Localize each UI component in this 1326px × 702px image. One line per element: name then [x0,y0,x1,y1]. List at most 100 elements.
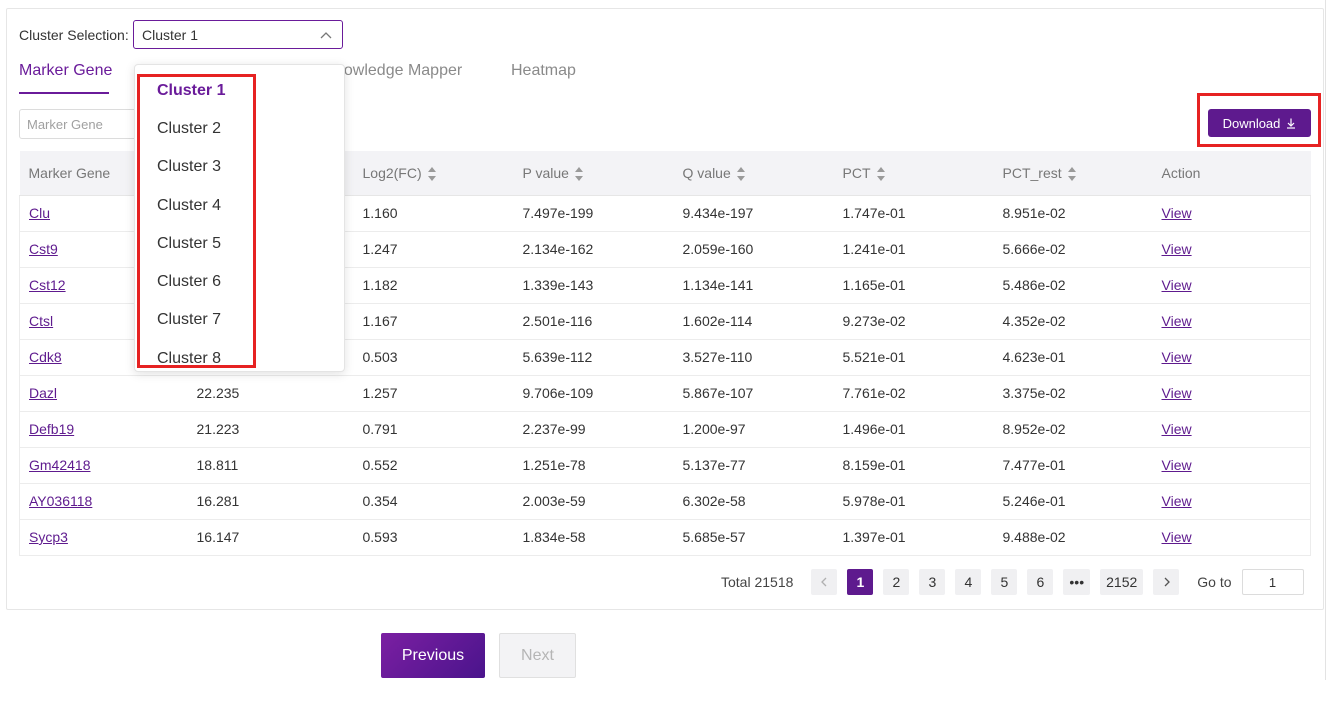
pct-cell: 7.761e-02 [833,375,994,412]
tab-marker-gene[interactable]: Marker Gene [19,62,113,79]
gene-link[interactable]: Clu [29,205,51,221]
pct-cell: 5.978e-01 [833,483,994,520]
pct-cell: 1.747e-01 [833,195,994,232]
q-value-cell: 1.134e-141 [673,267,834,304]
cluster-option-7[interactable]: Cluster 7 [157,311,222,328]
pct-cell: 1.397e-01 [833,519,994,556]
view-link[interactable]: View [1161,205,1192,221]
col-pct[interactable]: PCT [833,151,994,196]
next-page-button[interactable] [1153,569,1180,595]
gene-link[interactable]: Gm42418 [29,457,91,473]
p-value-cell: 1.251e-78 [513,447,674,484]
sort-icon[interactable] [574,166,584,181]
q-value-cell: 1.602e-114 [673,303,834,340]
cluster-selection-label: Cluster Selection: [19,27,129,43]
table-row: Clu 1.160 7.497e-199 9.434e-197 1.747e-0… [19,195,1311,232]
sort-icon[interactable] [427,166,437,181]
col-p-value[interactable]: P value [513,151,674,196]
view-link[interactable]: View [1161,529,1192,545]
log2fc-cell: 1.167 [353,303,514,340]
pct-cell: 5.521e-01 [833,339,994,376]
view-link[interactable]: View [1161,313,1192,329]
log2fc-cell: 1.247 [353,231,514,268]
q-value-cell: 5.137e-77 [673,447,834,484]
cluster-option-5[interactable]: Cluster 5 [157,235,222,252]
tab-heatmap[interactable]: Heatmap [511,62,576,79]
page-button-3[interactable]: 3 [919,569,946,595]
cluster-option-4[interactable]: Cluster 4 [157,197,222,214]
q-value-cell: 5.867e-107 [673,375,834,412]
gene-link[interactable]: Cdk8 [29,349,62,365]
gene-link[interactable]: Defb19 [29,421,75,437]
pct-cell: 1.496e-01 [833,411,994,448]
page-button-1[interactable]: 1 [847,569,874,595]
p-value-cell: 1.339e-143 [513,267,674,304]
table-row: Defb19 21.223 0.791 2.237e-99 1.200e-97 … [19,411,1311,448]
pct-cell: 8.159e-01 [833,447,994,484]
view-link[interactable]: View [1161,277,1192,293]
view-link[interactable]: View [1161,493,1192,509]
log2fc-cell: 0.503 [353,339,514,376]
view-link[interactable]: View [1161,349,1192,365]
goto-control: Go to [1197,569,1304,595]
p-value-cell: 9.706e-109 [513,375,674,412]
table-row: AY036118 16.281 0.354 2.003e-59 6.302e-5… [19,483,1311,520]
goto-page-input[interactable] [1241,569,1304,595]
tab-knowledge-mapper[interactable]: nowledge Mapper [335,62,463,79]
download-button[interactable]: Download [1208,109,1311,137]
p-value-cell: 2.134e-162 [513,231,674,268]
q-value-cell: 9.434e-197 [673,195,834,232]
view-link[interactable]: View [1161,421,1192,437]
page-button-5[interactable]: 5 [991,569,1018,595]
sort-icon[interactable] [736,166,746,181]
cluster-option-6[interactable]: Cluster 6 [157,273,222,290]
pct-rest-cell: 5.666e-02 [993,231,1153,268]
q-value-cell: 5.685e-57 [673,519,834,556]
gene-link[interactable]: Dazl [29,385,58,401]
p-value-cell: 1.834e-58 [513,519,674,556]
cluster-option-3[interactable]: Cluster 3 [157,158,222,175]
sort-icon[interactable] [1067,166,1077,181]
search-input[interactable] [20,110,138,138]
col-action: Action [1152,151,1311,196]
col-pct-rest[interactable]: PCT_rest [993,151,1153,196]
cluster-option-2[interactable]: Cluster 2 [157,120,222,137]
view-link[interactable]: View [1161,457,1192,473]
download-label: Download [1222,115,1281,131]
cluster-select[interactable]: Cluster 1 [133,20,343,49]
page-button-4[interactable]: 4 [955,569,982,595]
pagination: Total 21518 1 2 3 4 5 6 ••• 2152 Go to [721,569,1304,595]
gene-link[interactable]: Cst12 [29,277,66,293]
q-value-cell: 2.059e-160 [673,231,834,268]
download-highlight-frame [1197,93,1321,147]
pct-rest-cell: 4.623e-01 [993,339,1153,376]
gene-link[interactable]: Sycp3 [29,529,68,545]
log2fc-cell: 1.160 [353,195,514,232]
sort-icon[interactable] [876,166,886,181]
q-value-cell: 1.200e-97 [673,411,834,448]
table-row: Dazl 22.235 1.257 9.706e-109 5.867e-107 … [19,375,1311,412]
pct-rest-cell: 8.952e-02 [993,411,1153,448]
view-link[interactable]: View [1161,385,1192,401]
view-link[interactable]: View [1161,241,1192,257]
prev-page-button[interactable] [811,569,838,595]
page-button-last[interactable]: 2152 [1100,569,1144,595]
page-button-6[interactable]: 6 [1027,569,1054,595]
log2fc-cell: 0.593 [353,519,514,556]
page-button-2[interactable]: 2 [883,569,910,595]
pct-rest-cell: 7.477e-01 [993,447,1153,484]
cluster-option-1[interactable]: Cluster 1 [157,82,226,99]
p-value-cell: 7.497e-199 [513,195,674,232]
col-q-value[interactable]: Q value [673,151,834,196]
next-button[interactable]: Next [499,633,576,678]
col-log2fc[interactable]: Log2(FC) [353,151,514,196]
gene-link[interactable]: Cst9 [29,241,58,257]
gene-link[interactable]: Ctsl [29,313,54,329]
dropdown-highlight-frame [137,74,256,368]
cluster-option-8[interactable]: Cluster 8 [157,350,222,367]
more-pages-button[interactable]: ••• [1063,569,1091,595]
marker-gene-search[interactable] [19,109,139,139]
score-cell: 16.281 [187,483,354,520]
gene-link[interactable]: AY036118 [29,493,93,509]
previous-button[interactable]: Previous [381,633,485,678]
